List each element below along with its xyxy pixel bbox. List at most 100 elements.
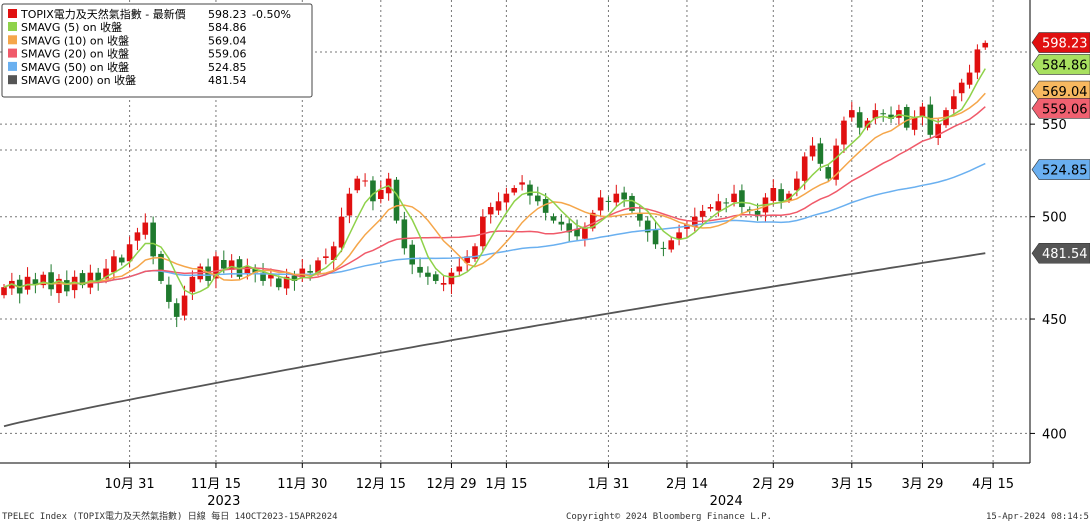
sma5-line bbox=[3, 68, 986, 296]
candle-body bbox=[354, 178, 361, 191]
candle-body bbox=[903, 106, 910, 128]
candle-body bbox=[982, 42, 989, 48]
candle-body bbox=[126, 244, 133, 262]
candle-body bbox=[330, 246, 337, 261]
candle-body bbox=[417, 266, 423, 273]
candle-body bbox=[401, 219, 408, 249]
candle-body bbox=[48, 272, 54, 290]
candle-body bbox=[64, 280, 70, 292]
legend-swatch bbox=[8, 22, 17, 31]
candle-body bbox=[542, 199, 549, 213]
candle-body bbox=[621, 192, 627, 200]
candle-body bbox=[362, 180, 368, 182]
candle-body bbox=[189, 276, 196, 292]
candle-body bbox=[550, 216, 557, 221]
sma200-layer bbox=[3, 252, 986, 428]
candle-body bbox=[519, 182, 525, 185]
candle-body bbox=[448, 272, 455, 285]
candle-body bbox=[87, 272, 94, 288]
candle-body bbox=[487, 207, 494, 215]
candle-body bbox=[535, 195, 541, 202]
candle-body bbox=[323, 256, 329, 258]
legend-sma-value: 569.04 bbox=[208, 34, 247, 47]
candle-body bbox=[770, 188, 777, 201]
footer-copyright: Copyright© 2024 Bloomberg Finance L.P. bbox=[566, 512, 772, 522]
candle-body bbox=[715, 201, 722, 211]
candle-body bbox=[228, 260, 235, 270]
candle-body bbox=[173, 303, 180, 317]
x-tick-label: 1月 31 bbox=[587, 477, 629, 492]
candle-body bbox=[32, 279, 39, 286]
candle-body bbox=[699, 210, 706, 217]
price-tag: 569.04 bbox=[1031, 80, 1090, 102]
candle-body bbox=[158, 253, 164, 281]
candle-body bbox=[511, 188, 518, 193]
candle-body bbox=[315, 260, 321, 273]
y-tick-label: 400 bbox=[1042, 427, 1067, 442]
candle-body bbox=[252, 268, 258, 273]
candle-body bbox=[558, 221, 565, 225]
grid bbox=[0, 0, 1030, 463]
candle-body bbox=[644, 220, 651, 233]
candle-body bbox=[778, 189, 784, 202]
x-tick-label: 12月 15 bbox=[356, 477, 406, 492]
candle-body bbox=[974, 49, 981, 73]
candle-body bbox=[134, 232, 141, 241]
y-tick-label: 450 bbox=[1042, 313, 1067, 328]
candle-body bbox=[676, 232, 682, 240]
candle-body bbox=[440, 283, 447, 285]
candle-body bbox=[888, 114, 894, 119]
candle-body bbox=[40, 274, 47, 286]
candle-body bbox=[731, 193, 737, 203]
sma-layer bbox=[3, 68, 986, 296]
candle-body bbox=[872, 110, 879, 119]
candle-body bbox=[597, 197, 604, 211]
legend-sma-label: SMAVG (200) on 收盤 bbox=[21, 73, 136, 87]
candle-body bbox=[268, 274, 274, 279]
candle-body bbox=[825, 167, 832, 179]
candle-body bbox=[849, 110, 855, 118]
price-tag: 559.06 bbox=[1031, 97, 1090, 119]
x-year-label: 2023 bbox=[207, 494, 240, 509]
legend-swatch bbox=[8, 75, 17, 85]
candle-body bbox=[503, 193, 510, 203]
candle-body bbox=[1, 287, 7, 296]
candle-body bbox=[370, 180, 376, 202]
price-tag: 481.54 bbox=[1031, 242, 1090, 264]
y-axis-ticks: 400 450 500 550 bbox=[1030, 118, 1067, 442]
legend-box: TOPIX電力及天然氣指數 - 最新價 598.23 -0.50% SMAVG … bbox=[1, 3, 313, 98]
candle-body bbox=[856, 112, 863, 128]
candle-body bbox=[660, 247, 667, 249]
candle-body bbox=[205, 266, 211, 281]
candle-body bbox=[432, 274, 439, 281]
y-tick-label: 500 bbox=[1042, 211, 1067, 226]
candle-body bbox=[79, 273, 86, 286]
candle-body bbox=[283, 276, 290, 289]
legend-sma-value: 524.85 bbox=[208, 61, 247, 74]
candle-body bbox=[221, 260, 227, 269]
candle-body bbox=[794, 178, 800, 191]
price-tag: 584.86 bbox=[1031, 54, 1090, 75]
candle-body bbox=[754, 210, 761, 215]
candle-body bbox=[817, 143, 824, 164]
legend-sma-label: SMAVG (20) on 收盤 bbox=[21, 47, 129, 61]
candle-body bbox=[338, 216, 345, 248]
footer-left: TPELEC Index (TOPIX電力及天然氣指數) 日線 每日 14OCT… bbox=[2, 510, 338, 522]
candle-body bbox=[456, 266, 463, 272]
x-tick-label: 10月 31 bbox=[104, 477, 154, 492]
sma10-line bbox=[3, 92, 986, 288]
candle-body bbox=[786, 193, 792, 201]
legend-swatch-main bbox=[8, 9, 17, 18]
candle-body bbox=[95, 272, 101, 281]
legend-swatch bbox=[8, 35, 17, 45]
candle-body bbox=[166, 284, 172, 302]
x-year-label: 2024 bbox=[710, 494, 743, 509]
candle-body bbox=[605, 200, 612, 202]
candle-body bbox=[56, 278, 62, 294]
candle-body bbox=[966, 72, 973, 85]
candle-body bbox=[244, 266, 251, 274]
candle-body bbox=[464, 256, 470, 263]
candle-body bbox=[809, 145, 816, 157]
